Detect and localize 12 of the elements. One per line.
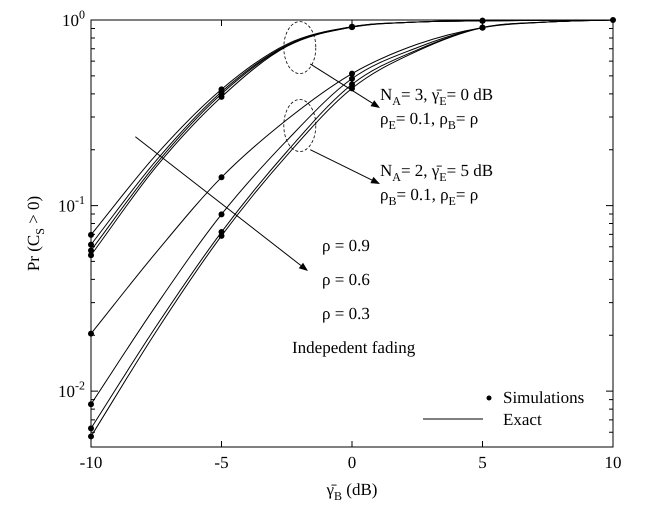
x-tick-label: 10 <box>604 453 622 472</box>
annotation: ρ = 0.3 <box>322 304 370 323</box>
legend-label: Exact <box>503 410 542 429</box>
legend-label: Simulations <box>503 388 584 407</box>
x-tick-label: -10 <box>80 453 102 472</box>
x-tick-label: 0 <box>348 453 356 472</box>
annotation: Indepedent fading <box>292 338 416 357</box>
x-tick-label: 5 <box>478 453 487 472</box>
x-tick-label: -5 <box>214 453 229 472</box>
annotation: ρ = 0.6 <box>322 270 370 289</box>
annotation: ρ = 0.9 <box>322 236 370 255</box>
y-axis-title: Pr (CS > 0) <box>24 196 48 272</box>
